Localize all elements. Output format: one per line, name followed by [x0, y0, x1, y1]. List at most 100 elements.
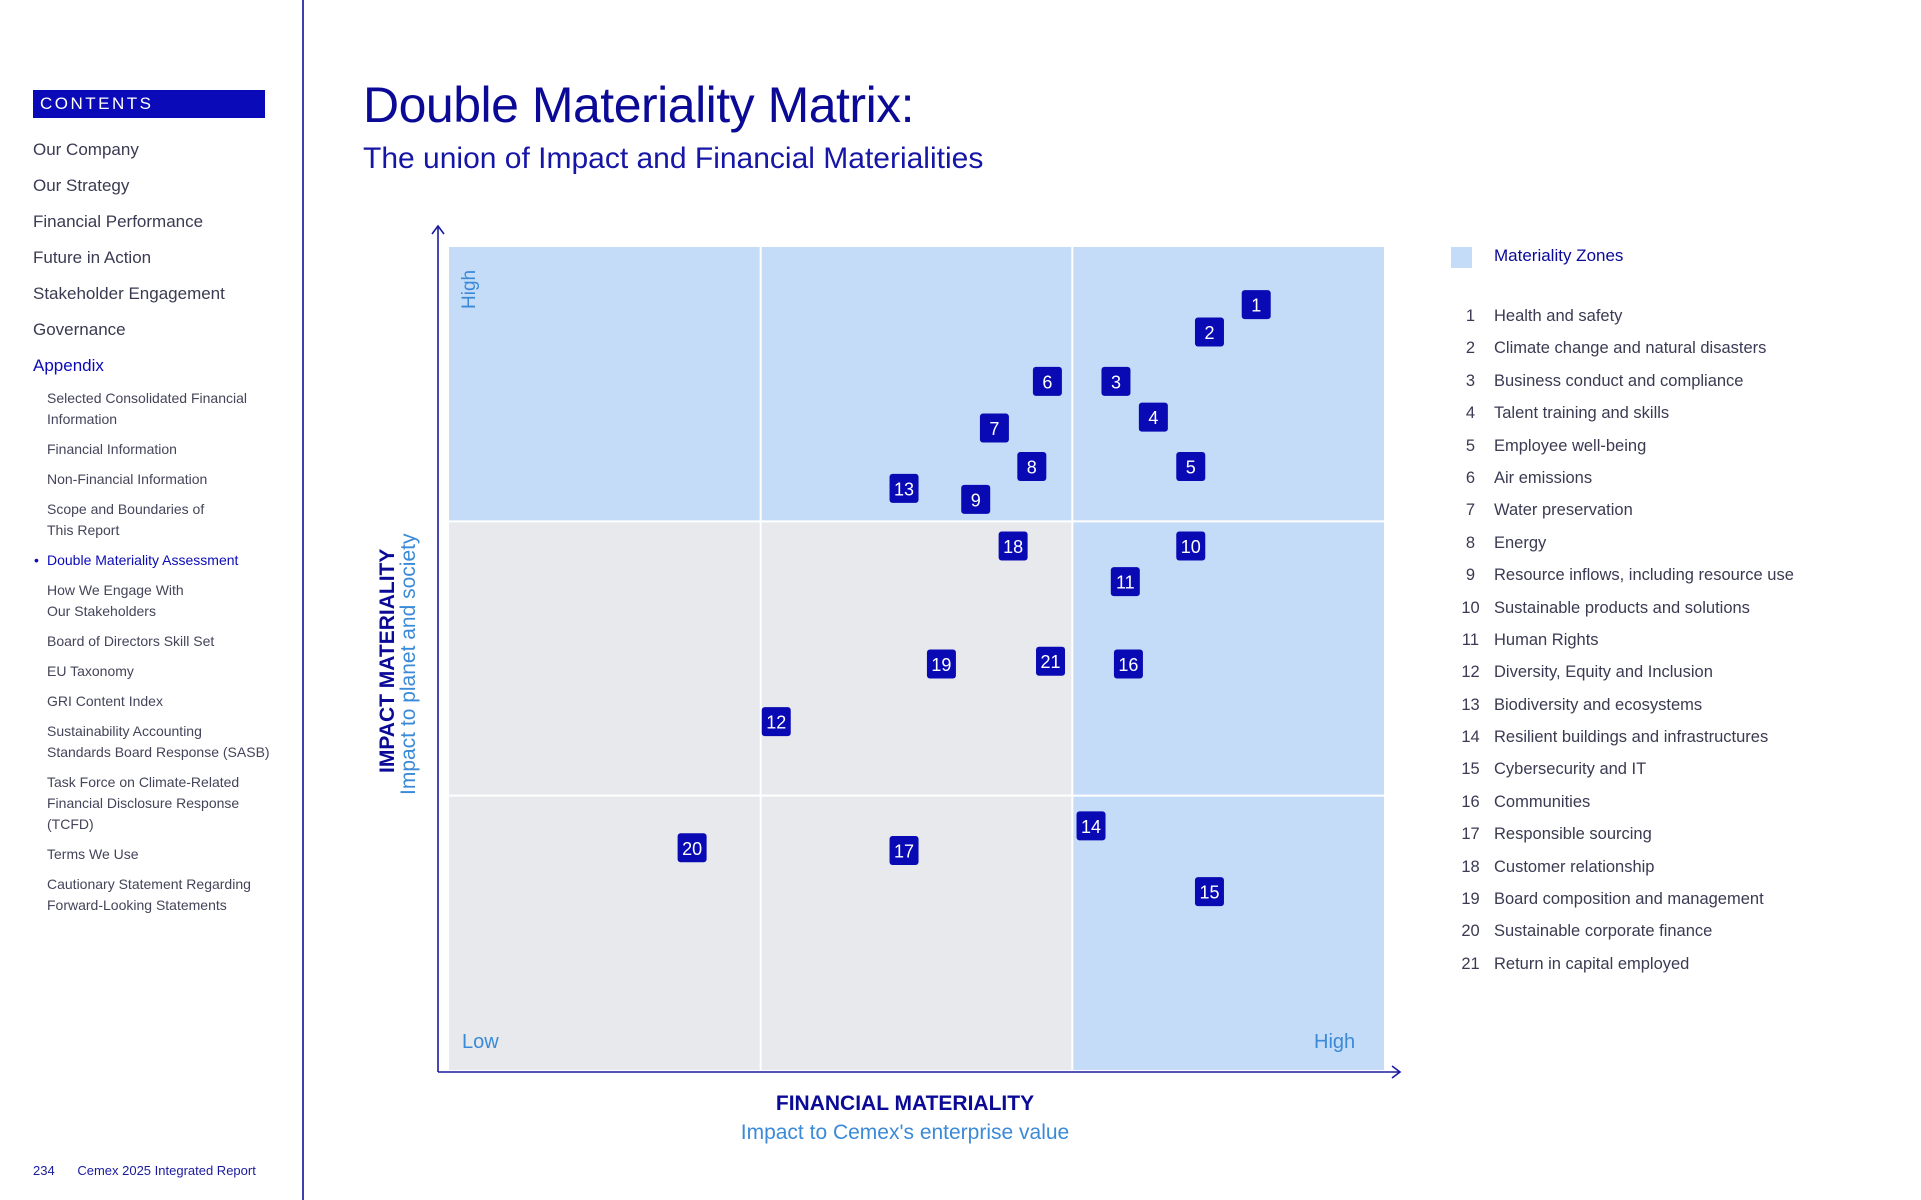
matrix-point-21: 21 [1036, 646, 1066, 676]
point-marker [1076, 811, 1106, 841]
point-marker [1017, 451, 1047, 481]
legend-item-number: 14 [1461, 728, 1480, 747]
matrix-point-12: 12 [761, 707, 791, 737]
legend-item-number: 18 [1461, 857, 1480, 876]
page-subtitle: The union of Impact and Financial Materi… [363, 142, 984, 175]
legend-item-number: 1 [1465, 307, 1476, 325]
point-marker [677, 833, 707, 863]
matrix-point-4: 4 [1138, 402, 1168, 432]
nav-item-financial-performance[interactable]: Financial Performance [33, 212, 204, 231]
point-label: 18 [1003, 537, 1023, 557]
subnav-item-terms-we-use[interactable]: Terms We Use [47, 846, 139, 862]
nav-item-appendix[interactable]: Appendix [33, 356, 104, 375]
point-marker [1032, 366, 1062, 396]
point-label: 17 [894, 842, 914, 862]
matrix-point-11: 11 [1110, 567, 1140, 597]
appendix-nav-list: Selected Consolidated Financial Informat… [34, 388, 292, 925]
point-label: 14 [1081, 817, 1101, 837]
legend-item-number: 21 [1461, 954, 1480, 973]
nav-item-future-in-action[interactable]: Future in Action [33, 248, 152, 267]
matrix-point-5: 5 [1176, 451, 1206, 481]
matrix-point-2: 2 [1194, 317, 1224, 347]
legend-item-label: Energy [1494, 533, 1547, 552]
legend-item-number: 10 [1461, 598, 1480, 617]
subnav-item-task-force-on-climate-related-financial-disclosure-response-tcfd[interactable]: Task Force on Climate-Related Financial … [47, 774, 240, 832]
legend-item-number: 3 [1465, 371, 1476, 390]
legend-item-number: 17 [1461, 825, 1480, 844]
point-label: 21 [1041, 652, 1061, 672]
legend-item-label: Resource inflows, including resource use [1494, 566, 1794, 585]
point-label: 5 [1186, 457, 1196, 477]
y-axis-arrow-icon [431, 224, 445, 235]
subnav-item-non-financial-information[interactable]: Non-Financial Information [47, 471, 208, 487]
materiality-zone-cell [1072, 795, 1384, 1070]
point-label: 13 [894, 479, 914, 499]
matrix-cell [760, 521, 1073, 796]
subnav-item-eu-taxonomy[interactable]: EU Taxonomy [47, 663, 134, 679]
subnav-item-financial-information[interactable]: Financial Information [47, 441, 177, 457]
subnav-item-scope-and-boundaries-of-this-report[interactable]: Scope and Boundaries of This Report [47, 501, 205, 538]
point-marker [998, 531, 1028, 561]
point-marker [1113, 649, 1143, 679]
legend-item: 16 Communities [1447, 789, 1907, 821]
subnav-item-sustainability-accounting-standards-board-response-sasb[interactable]: Sustainability Accounting Standards Boar… [47, 723, 270, 760]
legend-item-number: 9 [1465, 566, 1476, 585]
point-label: 15 [1199, 883, 1219, 903]
main-nav-list: Our Company Our Strategy Financial Perform… [33, 136, 293, 388]
x-axis-arrow-icon [1391, 1065, 1402, 1079]
matrix-point-15: 15 [1194, 877, 1224, 907]
point-marker [1101, 366, 1131, 396]
nav-item-our-strategy[interactable]: Our Strategy [33, 176, 130, 195]
page-number: 234 [33, 1163, 55, 1178]
contents-sidebar: CONTENTS Our Company Our Strategy Financia… [0, 0, 302, 1200]
page-title: Double Materiality Matrix: [363, 77, 915, 133]
matrix-cell [449, 521, 761, 796]
matrix-point-18: 18 [998, 531, 1028, 561]
legend-item: 11 Human Rights [1447, 627, 1907, 659]
legend-item: 4 Talent training and skills [1447, 400, 1907, 432]
nav-item-governance[interactable]: Governance [33, 320, 126, 339]
x-axis-title: FINANCIAL MATERIALITY [775, 1092, 1035, 1115]
point-marker [1194, 317, 1224, 347]
subnav-item-board-of-directors-skill-set[interactable]: Board of Directors Skill Set [47, 633, 215, 649]
legend-item: 17 Responsible sourcing [1447, 821, 1907, 853]
matrix-point-13: 13 [889, 473, 919, 503]
point-label: 9 [971, 490, 981, 510]
subnav-item-cautionary-statement-regarding-forward-looking-statements[interactable]: Cautionary Statement Regarding Forward-L… [47, 876, 251, 913]
point-label: 3 [1111, 372, 1121, 392]
legend-item: 1 Health and safety [1447, 303, 1907, 335]
legend-item: 3 Business conduct and compliance [1447, 368, 1907, 400]
point-label: 11 [1116, 573, 1135, 593]
point-marker [889, 836, 919, 866]
matrix-grid-lines [449, 247, 1384, 1070]
point-label: 12 [766, 713, 786, 733]
legend-item: 13 Biodiversity and ecosystems [1447, 692, 1907, 724]
legend-item-label: Responsible sourcing [1494, 825, 1652, 844]
legend-item-number: 2 [1465, 339, 1476, 358]
matrix-point-9: 9 [961, 484, 991, 514]
nav-item-our-company[interactable]: Our Company [33, 140, 139, 159]
matrix-point-17: 17 [889, 836, 919, 866]
subnav-item-how-we-engage-with-our-stakeholders[interactable]: How We Engage With Our Stakeholders [47, 582, 184, 619]
legend-item-number: 11 [1461, 630, 1480, 649]
nav-item-stakeholder-engagement[interactable]: Stakeholder Engagement [33, 284, 225, 303]
point-marker [761, 707, 791, 737]
x-axis-low-label: Low [462, 1031, 499, 1053]
legend-item-label: Board composition and management [1494, 890, 1764, 909]
legend-item-number: 5 [1465, 436, 1476, 455]
matrix-point-3: 3 [1101, 366, 1131, 396]
subnav-item-gri-content-index[interactable]: GRI Content Index [47, 693, 163, 709]
point-marker [1194, 877, 1224, 907]
point-label: 10 [1181, 537, 1201, 557]
legend-item-label: Water preservation [1494, 501, 1633, 520]
legend-item-number: 6 [1465, 468, 1476, 487]
y-axis-high-label: High [459, 269, 480, 309]
subnav-item-selected-consolidated-financial-information[interactable]: Selected Consolidated Financial Informat… [47, 390, 248, 427]
legend-item-label: Air emissions [1494, 468, 1593, 487]
legend-item: 10 Sustainable products and solutions [1447, 595, 1907, 627]
subnav-item-double-materiality-assessment[interactable]: Double Materiality Assessment [34, 550, 292, 571]
legend-item-label: Communities [1494, 792, 1591, 811]
point-label: 4 [1148, 408, 1158, 428]
point-marker [979, 413, 1009, 443]
legend-item-label: Sustainable products and solutions [1494, 598, 1750, 617]
